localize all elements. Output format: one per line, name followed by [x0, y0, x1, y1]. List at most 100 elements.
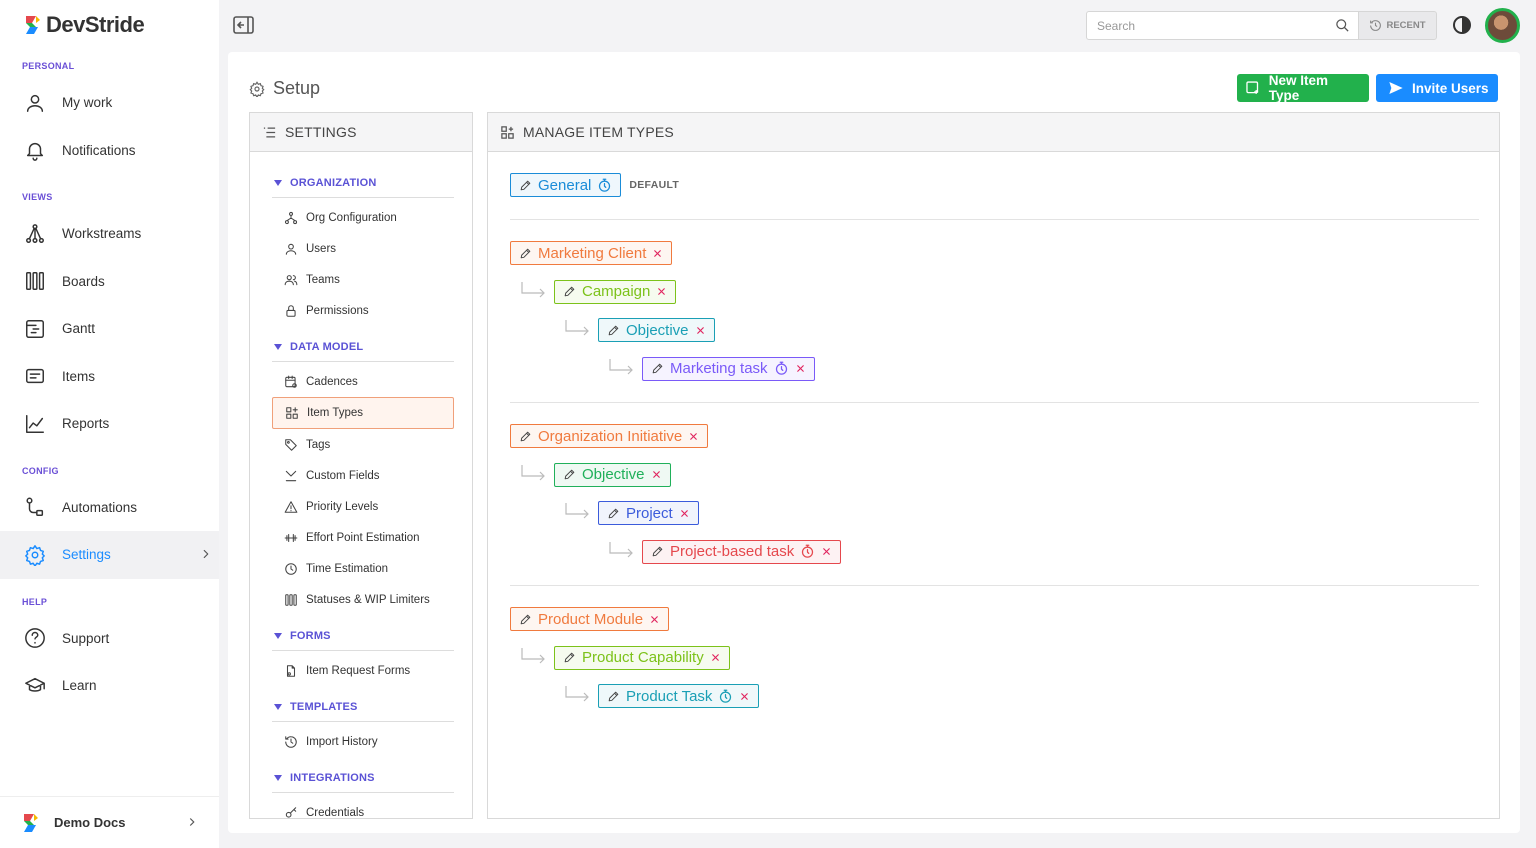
- remove-icon[interactable]: [821, 546, 832, 557]
- remove-icon[interactable]: [651, 469, 662, 480]
- nav-item[interactable]: Reports: [0, 400, 219, 448]
- icon: [608, 325, 619, 335]
- settings-group-header[interactable]: FORMS: [272, 621, 454, 651]
- nav-item[interactable]: Automations: [0, 484, 219, 532]
- settings-item[interactable]: Tags: [272, 429, 454, 460]
- item-type-chip[interactable]: Objective: [598, 318, 715, 342]
- icon-part: [286, 440, 290, 444]
- settings-group-header[interactable]: ORGANIZATION: [272, 168, 454, 198]
- settings-item[interactable]: Import History: [272, 726, 454, 757]
- icon-part: [288, 243, 294, 250]
- item-type-row: Objective: [521, 462, 1479, 487]
- icon: [609, 358, 633, 374]
- settings-item[interactable]: Item Request Forms: [272, 655, 454, 686]
- nav-item[interactable]: Items: [0, 353, 219, 401]
- settings-item[interactable]: Credentials: [272, 797, 454, 818]
- edit-icon: [563, 651, 576, 664]
- remove-icon[interactable]: [710, 652, 721, 663]
- hierarchy-block: Organization Initiative Objective Project P…: [510, 402, 1479, 585]
- settings-list: ORGANIZATION Org Configuration Users Teams P…: [250, 152, 472, 818]
- settings-item[interactable]: Custom Fields: [272, 460, 454, 491]
- icon-part: [28, 502, 38, 514]
- remove-icon[interactable]: [695, 325, 706, 336]
- icon-part: [26, 143, 44, 162]
- invite-users-button[interactable]: Invite Users: [1376, 74, 1498, 102]
- icon-part: [608, 691, 619, 701]
- nav-item[interactable]: Workstreams: [0, 210, 219, 258]
- item-type-chip[interactable]: General: [510, 173, 622, 197]
- remove-icon[interactable]: [656, 286, 667, 297]
- nav-item[interactable]: Learn: [0, 662, 219, 710]
- settings-group-header[interactable]: INTEGRATIONS: [272, 763, 454, 793]
- settings-item[interactable]: Cadences: [272, 366, 454, 397]
- item-type-chip[interactable]: Product Capability: [554, 645, 730, 670]
- item-type-chip[interactable]: Product Task: [598, 684, 760, 708]
- nav-label: Boards: [62, 273, 105, 289]
- nav-item[interactable]: Support: [0, 615, 219, 663]
- icon-part: [779, 361, 783, 371]
- search-box[interactable]: Search: [1086, 11, 1359, 40]
- settings-item[interactable]: Item Types: [272, 397, 454, 429]
- settings-group-header[interactable]: TEMPLATES: [272, 692, 454, 722]
- icon: [652, 363, 663, 374]
- remove-icon[interactable]: [688, 431, 699, 442]
- settings-item[interactable]: Permissions: [272, 295, 454, 326]
- icon-part: [293, 593, 297, 606]
- item-type-chip[interactable]: Organization Initiative: [510, 424, 709, 448]
- settings-group-header[interactable]: DATA MODEL: [272, 332, 454, 362]
- icon-part: [652, 471, 660, 478]
- icon: [26, 369, 44, 384]
- collapse-button[interactable]: [233, 16, 254, 34]
- nav-item[interactable]: My work: [0, 79, 219, 127]
- nav-item[interactable]: Settings: [0, 531, 219, 579]
- new-item-type-button[interactable]: New Item Type: [1237, 73, 1369, 103]
- icon: [690, 432, 698, 440]
- settings-item[interactable]: Time Estimation: [272, 553, 454, 584]
- icon-part: [292, 413, 298, 419]
- icon: [564, 652, 575, 663]
- nav-icon: [24, 675, 46, 697]
- icon-part: [24, 813, 34, 821]
- settings-item[interactable]: Org Configuration: [272, 202, 454, 233]
- workspace-switcher[interactable]: Demo Docs: [0, 796, 219, 848]
- remove-icon[interactable]: [652, 248, 663, 259]
- icon: [284, 274, 298, 285]
- item-type-chip[interactable]: Marketing task: [642, 356, 815, 381]
- nav-label: My work: [62, 95, 113, 111]
- item-type-chip[interactable]: Project: [598, 501, 699, 525]
- item-type-chip[interactable]: Objective: [554, 462, 671, 487]
- nav-item[interactable]: Boards: [0, 258, 219, 306]
- settings-item[interactable]: Statuses & WIP Limiters: [272, 584, 454, 615]
- remove-icon[interactable]: [679, 508, 690, 519]
- user-avatar[interactable]: [1485, 8, 1520, 43]
- icon: [26, 319, 44, 338]
- edit-icon: [607, 324, 620, 337]
- remove-icon[interactable]: [649, 614, 660, 625]
- group-label: INTEGRATIONS: [290, 771, 375, 784]
- remove-icon[interactable]: [739, 691, 750, 702]
- settings-icon: [284, 242, 298, 256]
- item-type-chip[interactable]: Campaign: [554, 279, 677, 304]
- item-type-chip[interactable]: Marketing Client: [510, 241, 673, 265]
- settings-icon: [284, 664, 298, 678]
- nav-item[interactable]: Notifications: [0, 127, 219, 175]
- icon-part: [288, 304, 294, 311]
- icon-part: [603, 178, 607, 188]
- item-type-chip[interactable]: Product Module: [510, 607, 670, 631]
- settings-item[interactable]: Priority Levels: [272, 491, 454, 522]
- icon: [25, 628, 45, 649]
- brand[interactable]: DevStride: [22, 12, 145, 38]
- icon: [599, 178, 611, 192]
- nav-item[interactable]: Gantt: [0, 305, 219, 353]
- remove-icon[interactable]: [795, 363, 806, 374]
- icon-part: [249, 80, 265, 97]
- recent-button[interactable]: RECENT: [1358, 11, 1437, 40]
- settings-item[interactable]: Users: [272, 233, 454, 264]
- item-type-chip[interactable]: Project-based task: [642, 539, 842, 564]
- settings-icon: [285, 406, 299, 420]
- icon: [274, 774, 282, 781]
- icon: [274, 179, 282, 186]
- theme-toggle[interactable]: [1452, 15, 1472, 35]
- settings-item[interactable]: Teams: [272, 264, 454, 295]
- settings-item[interactable]: Effort Point Estimation: [272, 522, 454, 553]
